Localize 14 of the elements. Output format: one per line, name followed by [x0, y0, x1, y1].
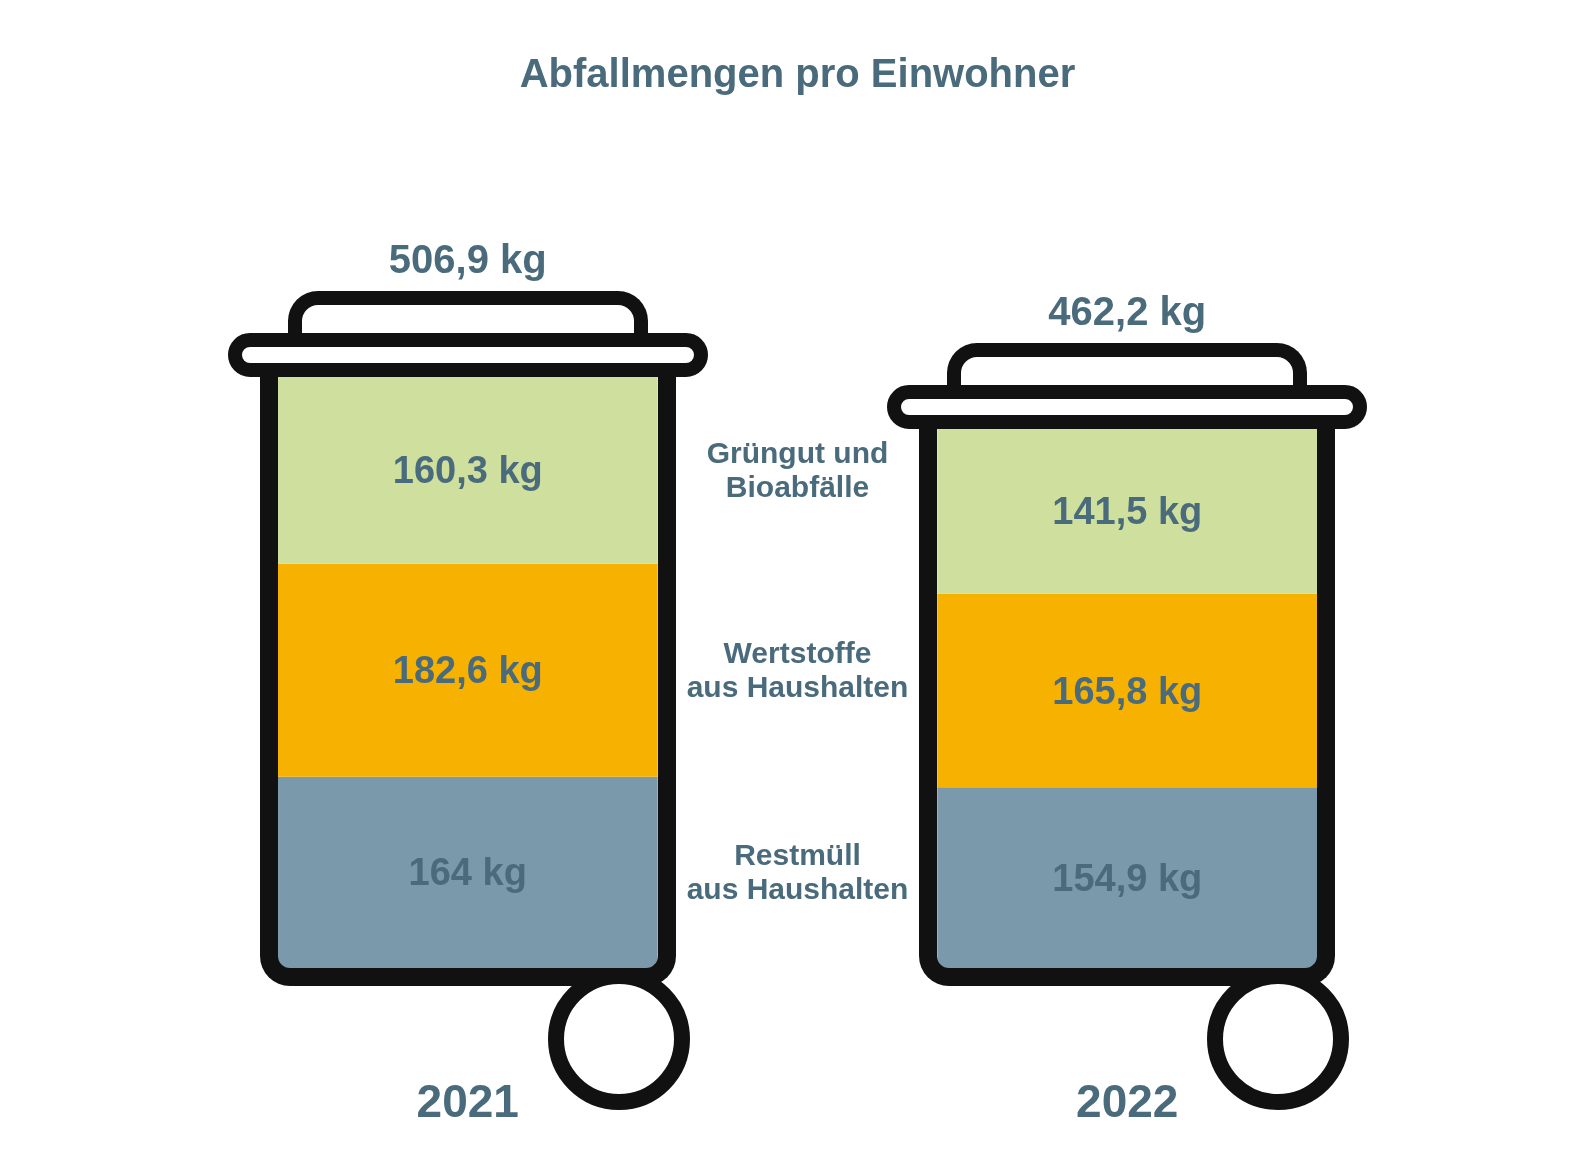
series-label: Wertstoffe aus Haushalten: [685, 636, 910, 705]
data-label: 160,3 kg: [392, 449, 543, 492]
series-label: Grüngut und Bioabfälle: [705, 436, 890, 505]
data-label: 141,5 kg: [1052, 490, 1203, 533]
data-label: 165,8 kg: [1052, 669, 1203, 712]
total-label: 462,2 kg: [1047, 288, 1208, 334]
bar: [277, 776, 658, 968]
chart-title: Abfallmengen pro Einwohner: [519, 51, 1076, 95]
x-tick-label: 2022: [1076, 1075, 1179, 1127]
series-label: Restmüll aus Haushalten: [685, 838, 910, 907]
data-label: 182,6 kg: [392, 649, 543, 692]
bar: [937, 787, 1318, 968]
x-tick-label: 2021: [416, 1075, 519, 1127]
total-label: 506,9 kg: [387, 236, 548, 282]
